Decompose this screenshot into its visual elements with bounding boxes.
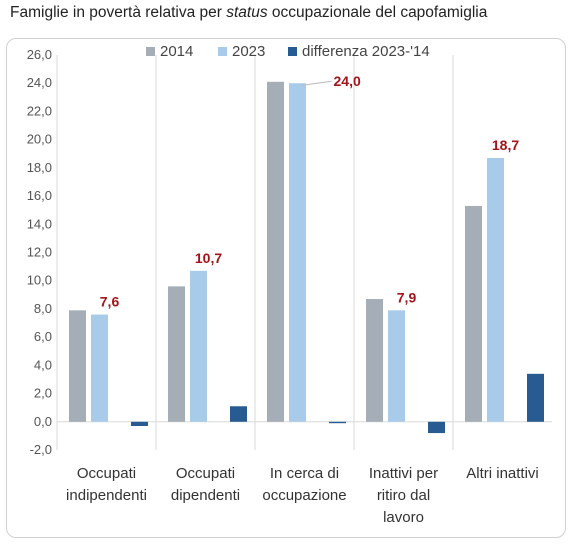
category-label: occupazione [262,487,346,504]
y-tick-label: 14,0 [27,216,52,231]
y-tick-label: 10,0 [27,273,52,288]
legend-swatch [218,47,227,56]
bar-1-4 [487,157,504,422]
bar-2-1 [230,406,247,422]
y-tick-label: 26,0 [27,47,52,62]
bar-0-4 [465,205,482,422]
y-tick-label: 18,0 [27,160,52,175]
y-tick-label: 0,0 [34,414,52,429]
chart-title: Famiglie in povertà relativa per status … [10,4,488,21]
y-tick-label: 12,0 [27,245,52,260]
bar-2-0 [131,421,148,427]
label-leader-line [302,80,332,86]
category-label: Occupati [176,465,235,482]
category-label: indipendenti [66,487,147,504]
y-tick-label: 22,0 [27,103,52,118]
category-label: ritiro dal [377,487,430,504]
y-tick-label: 6,0 [34,329,52,344]
category-label: In cerca di [270,465,339,482]
data-label: 7,9 [397,289,417,305]
legend: 2014 2023 differenza 2023-'14 [146,43,430,60]
bar-1-0 [91,314,108,422]
bar-0-0 [69,310,86,422]
bar-1-3 [388,310,405,422]
y-tick-label: 8,0 [34,301,52,316]
legend-label: 2014 [160,43,193,60]
bar-1-1 [190,270,207,422]
y-tick-label: 24,0 [27,75,52,90]
legend-swatch [288,47,297,56]
bar-0-2 [267,81,284,422]
bar-1-2 [289,83,306,422]
chart-frame [6,38,566,538]
y-axis: -2,0 0,0 2,0 4,0 6,0 8,0 10,0 12,0 14,0 16,0 18,0 2… [27,47,52,457]
y-tick-label: -2,0 [30,442,52,457]
data-label: 24,0 [334,73,361,89]
bar-2-3 [428,421,445,434]
y-tick-label: 2,0 [34,386,52,401]
data-label: 7,6 [100,294,120,310]
bar-0-3 [366,299,383,422]
bar-2-4 [527,373,544,422]
bars [69,81,544,434]
y-tick-label: 4,0 [34,357,52,372]
data-label: 18,7 [492,137,519,153]
category-label: Inattivi per [369,465,438,482]
bar-2-2 [329,421,346,424]
y-tick-label: 16,0 [27,188,52,203]
category-label: lavoro [383,509,424,526]
x-axis: Occupati indipendenti Occupati dipendenti In… [66,465,539,526]
data-labels: 7,6 10,7 24,0 7,9 18,7 [100,73,520,309]
category-label: Altri inattivi [466,465,539,482]
legend-label: 2023 [232,43,265,60]
bar-0-1 [168,286,185,422]
legend-label: differenza 2023-'14 [302,43,430,60]
category-label: dipendenti [171,487,240,504]
legend-swatch [146,47,155,56]
category-label: Occupati [77,465,136,482]
y-tick-label: 20,0 [27,132,52,147]
data-label: 10,7 [195,250,222,266]
